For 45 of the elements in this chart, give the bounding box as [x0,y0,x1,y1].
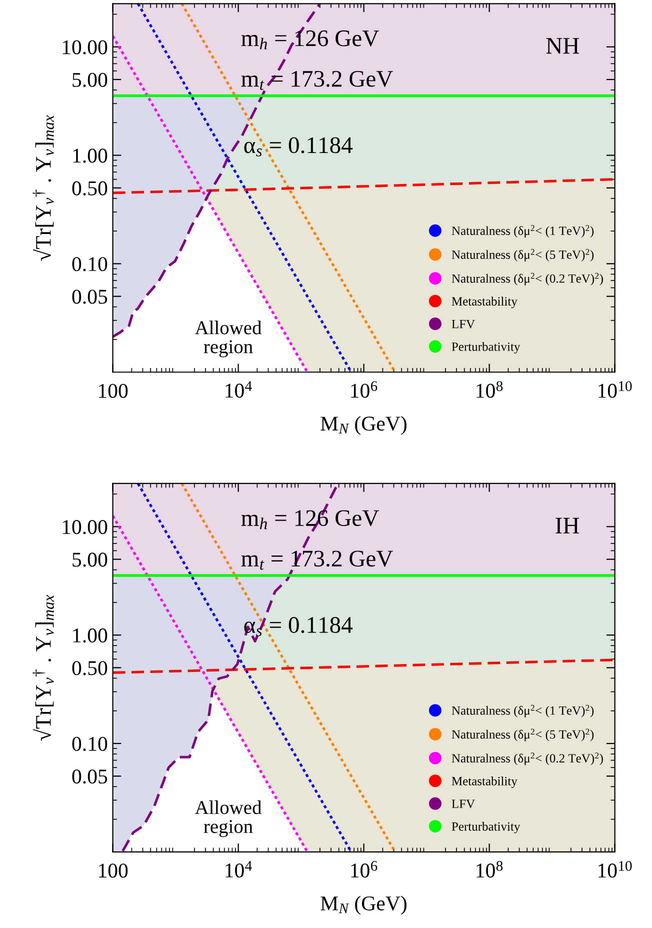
y-tick-label: 5.00 [72,552,108,567]
x-axis-title: M$_{N}$ (GeV) [320,416,406,435]
x-tick-label: 10$^{6}$ [351,861,378,878]
x-tick-label: 100 [99,384,128,398]
y-tick-label: 1.00 [73,628,108,643]
x-tick-label: 10$^{8}$ [476,381,503,398]
y-axis-title: √Tr[Y$_{ν}$$^{†}$ . Y$_{ν}$]$_{max}$ [32,594,54,741]
legend-label: Naturalness (δμ$^{2}$< (0.2 TeV)$^{2}$) [452,752,603,766]
legend-label: LFV [452,320,475,328]
annotation: Allowed region [194,800,262,838]
annotation: m$_{h}$ = 126 GeV [241,510,379,530]
x-tick-label: 10$^{8}$ [476,861,503,878]
legend-label: Naturalness (δμ$^{2}$< (0.2 TeV)$^{2}$) [452,272,603,286]
y-tick-label: 10.00 [62,40,108,54]
y-tick-label: 0.05 [72,769,108,784]
legend-label: LFV [452,800,475,808]
y-tick-label: 0.05 [72,290,108,304]
legend-label: Naturalness (δμ$^{2}$< (1 TeV)$^{2}$) [452,704,594,718]
x-tick-label: 10$^{10}$ [598,861,632,878]
legend-label: Naturalness (δμ$^{2}$< (5 TeV)$^{2}$) [452,728,594,742]
y-tick-label: 0.50 [72,181,108,196]
legend-label: Metastability [452,296,518,308]
y-tick-label: 1.00 [73,148,108,163]
x-tick-label: 10$^{4}$ [226,381,252,398]
legend-label: Perturbativity [452,822,520,834]
annotation: m$_{h}$ = 126 GeV [241,30,379,50]
annotation: IH [556,518,579,534]
y-axis-title: √Tr[Y$_{ν}$$^{†}$ . Y$_{ν}$]$_{max}$ [32,115,54,261]
y-tick-label: 10.00 [62,520,108,534]
x-axis-title: M$_{N}$ (GeV) [320,896,406,915]
x-tick-label: 10$^{6}$ [351,381,378,398]
x-tick-label: 100 [99,864,128,878]
legend-label: Perturbativity [452,342,520,354]
y-tick-label: 0.10 [72,257,108,272]
annotation: α$_{s}$ = 0.1184 [244,137,353,156]
y-tick-label: 0.50 [72,661,108,676]
legend-label: Naturalness (δμ$^{2}$< (5 TeV)$^{2}$) [452,248,594,262]
x-tick-label: 10$^{10}$ [598,381,632,398]
y-tick-label: 0.10 [72,736,108,752]
annotation: Allowed region [194,320,262,358]
annotation: NH [546,38,579,54]
legend-label: Metastability [452,776,518,788]
x-tick-label: 10$^{4}$ [226,861,252,878]
legend-label: Naturalness (δμ$^{2}$< (1 TeV)$^{2}$) [452,225,594,238]
y-tick-label: 5.00 [72,72,108,88]
